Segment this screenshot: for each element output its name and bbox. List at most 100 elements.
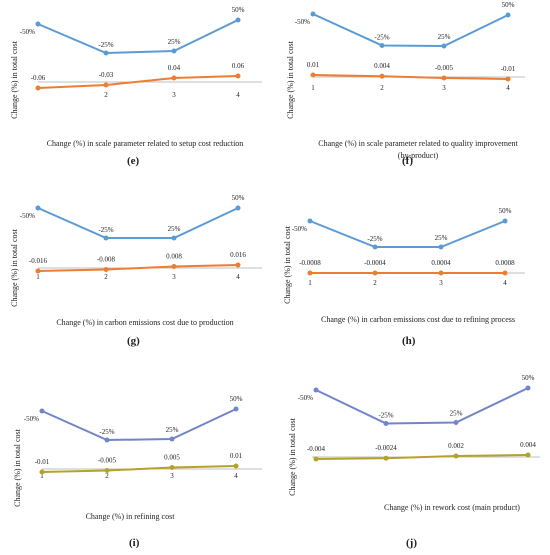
series-line-total-cost	[309, 220, 506, 248]
data-label-parameter: 0.06	[232, 62, 245, 70]
x-tick-label: 2	[104, 91, 108, 99]
x-axis-label: Change (%) in carbon emissions cost due …	[321, 315, 515, 324]
x-tick-label: 1	[36, 273, 40, 281]
series-line-parameter	[41, 465, 237, 473]
y-axis-label: Change (%) in total cost	[13, 428, 22, 507]
panel-label-j: (j)	[406, 537, 417, 549]
data-label-total-cost: 25%	[168, 38, 181, 46]
data-label-total-cost: 25%	[450, 410, 463, 418]
data-label-total-cost: -50%	[292, 225, 307, 233]
data-point-parameter	[103, 82, 109, 88]
series-line-parameter	[37, 75, 239, 89]
data-label-parameter: 0.004	[374, 62, 390, 70]
data-label-parameter: 0.008	[166, 253, 182, 261]
chart-panel-g: 1 2 3 4 Change (%) in total cost Change (%) i…	[10, 194, 262, 327]
data-point-parameter	[502, 270, 508, 276]
x-tick-label: 4	[236, 91, 240, 99]
data-point-total-cost	[169, 436, 175, 442]
data-label-total-cost: 50%	[502, 1, 515, 9]
data-point-total-cost	[502, 218, 508, 224]
data-point-total-cost	[438, 244, 444, 250]
y-axis-label: Change (%) in total cost	[10, 228, 19, 307]
series-line-total-cost	[312, 13, 509, 48]
data-point-total-cost	[235, 17, 241, 23]
data-label-total-cost: 50%	[522, 374, 535, 382]
data-label-parameter: -0.03	[99, 71, 114, 79]
data-label-total-cost: -50%	[20, 212, 35, 220]
data-label-total-cost: 50%	[232, 194, 245, 202]
data-point-total-cost	[453, 420, 459, 425]
data-point-total-cost	[313, 387, 319, 393]
data-point-total-cost	[104, 437, 110, 443]
data-label-total-cost: 50%	[232, 6, 245, 14]
x-tick-label: 2	[380, 84, 384, 92]
data-label-total-cost: -50%	[20, 28, 35, 36]
data-point-total-cost	[35, 205, 41, 211]
data-label-parameter: 0.0004	[431, 259, 451, 267]
chart-panel-f: 1 2 3 4 Change (%) in total cost Change (%) i…	[286, 1, 525, 160]
y-axis-label: Change (%) in total cost	[10, 40, 19, 119]
data-point-parameter	[313, 456, 319, 462]
chart-panel-e: 2 3 4 Change (%) in total cost Change (%) in…	[10, 6, 262, 148]
x-tick-label: 2	[373, 279, 377, 287]
data-label-total-cost: -25%	[98, 226, 113, 234]
y-axis-label: Change (%) in total cost	[286, 40, 295, 119]
series-line-total-cost	[37, 207, 239, 239]
series-line-total-cost	[41, 408, 237, 442]
panel-label-h: (h)	[402, 335, 416, 347]
data-point-parameter	[441, 75, 447, 81]
data-label-total-cost: 25%	[168, 225, 181, 233]
data-label-parameter: -0.005	[435, 64, 454, 72]
data-point-total-cost	[103, 50, 109, 56]
panel-label-e: (e)	[127, 155, 140, 167]
data-point-parameter	[453, 453, 459, 459]
data-point-total-cost	[103, 235, 109, 241]
x-tick-label: 4	[503, 279, 507, 287]
data-point-parameter	[379, 73, 385, 79]
x-axis-label: Change (%) in scale parameter related to…	[318, 139, 518, 148]
data-point-parameter	[104, 468, 110, 473]
panel-label-g: (g)	[127, 335, 140, 347]
data-label-parameter: 0.01	[307, 61, 320, 69]
series-line-total-cost	[315, 387, 529, 425]
x-axis-label: Change (%) in refining cost	[86, 512, 176, 521]
data-point-parameter	[35, 85, 41, 91]
data-label-total-cost: 25%	[438, 33, 451, 41]
data-label-parameter: -0.0004	[364, 259, 386, 267]
data-point-parameter	[310, 72, 316, 78]
y-axis-label: Change (%) in total cost	[288, 417, 297, 496]
data-point-parameter	[35, 268, 41, 274]
data-label-parameter: -0.005	[98, 457, 117, 465]
data-point-total-cost	[233, 406, 239, 412]
data-label-parameter: 0.002	[448, 442, 464, 450]
data-label-parameter: -0.008	[97, 256, 116, 264]
panel-label-f: (f)	[402, 155, 413, 167]
data-label-total-cost: -25%	[98, 41, 113, 49]
data-point-total-cost	[525, 385, 531, 391]
data-label-total-cost: -25%	[374, 34, 389, 42]
data-point-total-cost	[307, 218, 313, 224]
data-point-parameter	[235, 262, 241, 268]
series-line-parameter	[312, 74, 509, 80]
data-point-parameter	[525, 452, 531, 458]
x-tick-label: 3	[170, 472, 174, 480]
data-label-parameter: 0.016	[230, 251, 246, 259]
panel-label-i: (i)	[129, 537, 140, 549]
x-tick-label: 3	[172, 273, 176, 281]
data-point-parameter	[372, 270, 378, 276]
x-tick-label: 4	[234, 472, 238, 480]
data-label-total-cost: -50%	[295, 18, 310, 26]
data-label-parameter: 0.0008	[495, 259, 515, 267]
data-point-total-cost	[39, 408, 45, 414]
y-axis-label: Change (%) in total cost	[283, 225, 292, 304]
x-tick-label: 1	[40, 472, 44, 480]
series-line-parameter	[315, 454, 529, 460]
x-tick-label: 2	[105, 472, 109, 480]
x-tick-label: 4	[506, 84, 510, 92]
data-point-parameter	[235, 73, 241, 79]
x-axis-label: Change (%) in rework cost (main product)	[384, 503, 520, 512]
data-label-total-cost: -25%	[99, 428, 114, 436]
data-label-parameter: 0.01	[230, 452, 243, 460]
chart-panel-h: 1 2 3 4 Change (%) in total cost Change (%) i…	[283, 207, 525, 324]
